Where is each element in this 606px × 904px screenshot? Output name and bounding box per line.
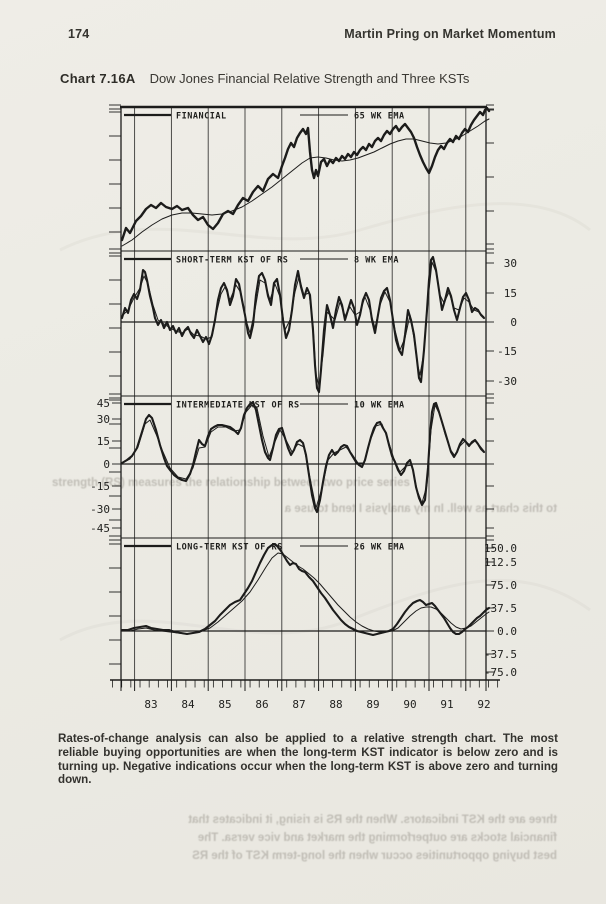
short-term-kst-main-line [120, 255, 486, 394]
short-term-kst-legend-main-label: SHORT-TERM KST OF RS [176, 256, 288, 266]
short-term-kst-scale-label: 15 [504, 287, 517, 300]
x-axis-year-label: 85 [218, 698, 231, 711]
short-term-kst-scale-label: 0 [510, 316, 517, 329]
long-term-kst-legend-main-label: LONG-TERM KST OF RS [176, 543, 283, 553]
intermediate-kst-legend-ema-label: 10 WK EMA [354, 401, 405, 411]
intermediate-kst-scale-label: 45 [97, 397, 110, 410]
long-term-kst-scale-label: 150.0 [484, 542, 517, 555]
intermediate-kst-ema-line [121, 404, 485, 509]
short-term-kst-legend-ema-label: 8 WK EMA [354, 256, 399, 266]
long-term-kst-ema-line [121, 552, 490, 635]
x-axis-year-label: 86 [255, 698, 268, 711]
x-axis-year-label: 84 [181, 698, 195, 711]
intermediate-kst-scale-label: 30 [97, 413, 110, 426]
financial-legend-ema-label: 65 WK EMA [354, 112, 405, 122]
bleedthrough-line: best buying opportunities occur when the… [192, 850, 557, 862]
x-axis-year-label: 92 [477, 698, 490, 711]
bleedthrough-curve [59, 578, 591, 642]
bleedthrough-curve [59, 202, 591, 252]
running-head-title: Martin Pring on Market Momentum [344, 27, 556, 41]
x-axis-year-label: 87 [292, 698, 305, 711]
financial-ema-line [121, 118, 490, 247]
intermediate-kst-legend-main-label: INTERMEDIATE KST OF RS [176, 401, 300, 411]
bleedthrough-line: to this chart as well. In my analysis I … [284, 503, 557, 515]
x-axis-year-label: 88 [329, 698, 342, 711]
intermediate-kst-scale-label: -45 [90, 522, 110, 535]
running-header: 174 Martin Pring on Market Momentum [68, 27, 556, 41]
short-term-kst-ema-line [121, 261, 485, 386]
long-term-kst-scale-label: -75.0 [484, 666, 517, 679]
short-term-kst-scale-label: -15 [497, 345, 517, 358]
short-term-kst-scale-label: 30 [504, 257, 517, 270]
intermediate-kst-scale-label: -15 [90, 480, 110, 493]
bleedthrough-line: financial stocks are outperforming the m… [197, 832, 557, 844]
x-axis-year-label: 90 [403, 698, 416, 711]
financial-legend-main-label: FINANCIAL [176, 112, 227, 122]
long-term-kst-scale-label: 37.5 [491, 602, 518, 615]
long-term-kst-scale-label: 0.0 [497, 625, 517, 638]
long-term-kst-scale-label: 75.0 [491, 579, 518, 592]
caption: Rates-of-change analysis can also be app… [58, 732, 558, 787]
long-term-kst-scale-label: 112.5 [484, 556, 517, 569]
intermediate-kst-main-line [120, 400, 486, 514]
bleedthrough-line: strength (RS) measures the relationship … [52, 477, 410, 489]
x-axis-year-label: 91 [440, 698, 453, 711]
long-term-kst-main-line [120, 542, 491, 637]
page-number: 174 [68, 27, 90, 41]
chart-title: Dow Jones Financial Relative Strength an… [149, 71, 470, 86]
long-term-kst-legend-ema-label: 26 WK EMA [354, 543, 405, 553]
intermediate-kst-scale-label: 15 [97, 435, 110, 448]
chart-heading: Chart 7.16A Dow Jones Financial Relative … [60, 71, 566, 86]
intermediate-kst-scale-label: -30 [90, 503, 110, 516]
chart-number-label: Chart 7.16A [60, 71, 136, 86]
x-axis-year-label: 83 [144, 698, 157, 711]
long-term-kst-scale-label: -37.5 [484, 648, 517, 661]
short-term-kst-scale-label: -30 [497, 375, 517, 388]
financial-main-line [120, 106, 491, 242]
bleedthrough-line: three are the KST indicators. When the R… [188, 814, 557, 826]
x-axis-year-label: 89 [366, 698, 379, 711]
intermediate-kst-scale-label: 0 [103, 458, 110, 471]
